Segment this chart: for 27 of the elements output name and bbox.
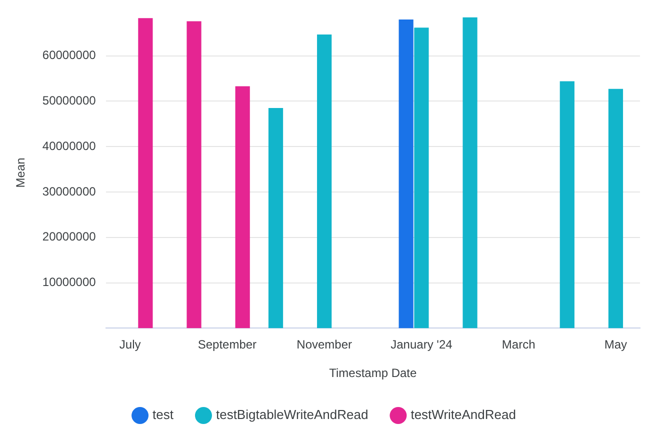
x-tick-label: January '24 — [390, 338, 453, 352]
x-tick-label: July — [119, 338, 141, 352]
bar — [560, 81, 574, 328]
y-tick-label: 50000000 — [42, 94, 96, 108]
y-tick-label: 10000000 — [42, 275, 96, 290]
bar — [235, 86, 250, 328]
legend-label: testWriteAndRead — [410, 407, 516, 422]
x-tick-label: September — [198, 338, 257, 352]
bar — [608, 88, 624, 328]
legend-label: test — [152, 407, 174, 422]
y-tick-label: 40000000 — [42, 138, 96, 153]
legend-label: testBigtableWriteAndRead — [216, 407, 368, 422]
bar — [398, 19, 414, 328]
x-tick-label: May — [604, 338, 628, 352]
bar — [138, 18, 153, 328]
y-axis-title: Mean — [14, 158, 28, 188]
bar — [414, 28, 429, 328]
bar — [268, 108, 284, 328]
bar — [462, 17, 478, 328]
x-tick-label: November — [296, 338, 352, 352]
y-tick-label: 20000000 — [42, 230, 96, 244]
x-axis-title: Timestamp Date — [329, 366, 418, 380]
x-tick-label: March — [502, 338, 536, 352]
y-tick-label: 30000000 — [42, 184, 96, 198]
bar — [317, 34, 332, 328]
bar — [186, 21, 202, 328]
y-tick-label: 60000000 — [42, 48, 96, 62]
